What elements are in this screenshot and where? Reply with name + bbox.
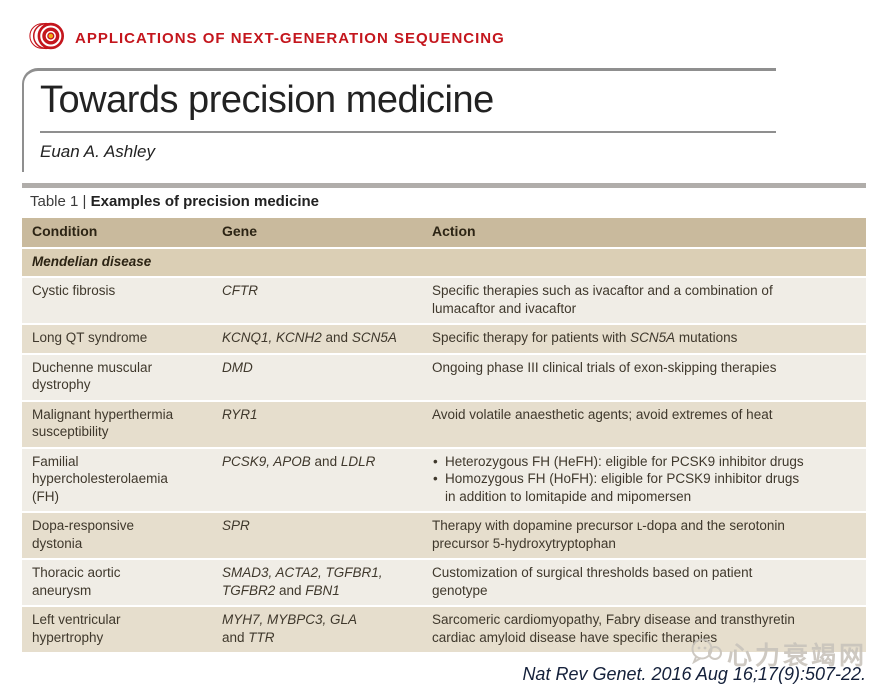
action-cell: Ongoing phase III clinical trials of exo… xyxy=(422,355,866,400)
table-caption-title: Examples of precision medicine xyxy=(90,193,320,210)
table-row: Familial hypercholesterolaemia (FH) PCSK9… xyxy=(22,448,866,513)
condition-cell: Malignant hyperthermia susceptibility xyxy=(32,406,174,440)
action-text: Sarcomeric cardiomyopathy, Fabry disease… xyxy=(432,612,795,645)
article-header-box: Towards precision medicine Euan A. Ashle… xyxy=(22,68,776,172)
citation: Nat Rev Genet. 2016 Aug 16;17(9):507-22. xyxy=(522,664,866,684)
condition-cell: Thoracic aortic aneurysm xyxy=(32,565,121,598)
action-text: Specific therapy for patients with SCN5A… xyxy=(432,330,738,345)
action-bullet-item: Homozygous FH (HoFH): eligible for PCSK9… xyxy=(432,470,856,505)
column-header-action: Action xyxy=(432,223,476,239)
table-row: Long QT syndrome KCNQ1, KCNH2 and SCN5A Sp… xyxy=(22,325,866,355)
action-cell: Avoid volatile anaesthetic agents; avoid… xyxy=(422,402,866,447)
gene-cell: CFTR xyxy=(222,283,258,298)
table-top-rule xyxy=(22,183,866,188)
table-body: Cystic fibrosis CFTR Specific therapies su… xyxy=(22,278,866,654)
action-text: Ongoing phase III clinical trials of exo… xyxy=(432,359,777,375)
table-caption-number: Table 1 | xyxy=(30,193,91,210)
table-row: Dopa-responsive dystonia SPR Therapy with … xyxy=(22,513,866,560)
series-banner: APPLICATIONS OF NEXT-GENERATION SEQUENCI… xyxy=(28,17,505,60)
condition-cell: Familial hypercholesterolaemia (FH) xyxy=(32,453,168,504)
gene-cell: KCNQ1, KCNH2 and SCN5A xyxy=(222,330,397,345)
condition-cell: Dopa-responsive dystonia xyxy=(32,518,135,551)
gene-cell: SMAD3, ACTA2, TGFBR1, TGFBR2 and FBN1 xyxy=(222,565,383,598)
section-header-label: Mendelian disease xyxy=(32,253,152,269)
table-caption: Table 1 | Examples of precision medicine xyxy=(30,193,319,210)
table-row: Malignant hyperthermia susceptibility RYR… xyxy=(22,401,866,449)
action-text: Specific therapies such as ivacaftor and… xyxy=(432,283,773,316)
table-row: Duchenne muscular dystrophy DMD Ongoing ph… xyxy=(22,354,866,402)
gene-cell: PCSK9, APOB and LDLR xyxy=(222,453,376,469)
column-header-gene: Gene xyxy=(222,223,258,239)
series-title: APPLICATIONS OF NEXT-GENERATION SEQUENCI… xyxy=(75,30,505,47)
action-cell: Customization of surgical thresholds bas… xyxy=(422,560,866,605)
precision-medicine-table: Condition Gene Action Mendelian disease … xyxy=(22,218,866,654)
condition-cell: Cystic fibrosis xyxy=(32,283,116,298)
gene-cell: RYR1 xyxy=(222,406,258,422)
column-header-condition: Condition xyxy=(32,223,98,239)
gene-cell: DMD xyxy=(222,359,253,375)
condition-cell: Left ventricular hypertrophy xyxy=(32,612,121,645)
table-section-row: Mendelian disease xyxy=(22,248,866,278)
condition-cell: Long QT syndrome xyxy=(32,330,148,345)
table-header-row: Condition Gene Action xyxy=(22,218,866,249)
action-text: Avoid volatile anaesthetic agents; avoid… xyxy=(432,406,773,422)
title-divider xyxy=(40,131,776,133)
table-row: Left ventricular hypertrophy MYH7, MYBPC3… xyxy=(22,607,866,654)
watermark: 心力衰竭网 xyxy=(690,636,867,672)
chat-bubbles-icon xyxy=(690,638,722,671)
gene-cell: SPR xyxy=(222,518,250,533)
action-bullet-item: Heterozygous FH (HeFH): eligible for PCS… xyxy=(432,453,856,471)
action-cell: Sarcomeric cardiomyopathy, Fabry disease… xyxy=(422,607,866,652)
action-text: Therapy with dopamine precursor ʟ-dopa a… xyxy=(432,518,785,551)
condition-cell: Duchenne muscular dystrophy xyxy=(32,359,153,393)
concentric-rings-icon xyxy=(28,17,66,60)
table-row: Thoracic aortic aneurysm SMAD3, ACTA2, TG… xyxy=(22,560,866,607)
page-title: Towards precision medicine xyxy=(40,79,494,121)
table-row: Cystic fibrosis CFTR Specific therapies su… xyxy=(22,278,866,325)
action-cell: Therapy with dopamine precursor ʟ-dopa a… xyxy=(422,513,866,558)
author-name: Euan A. Ashley xyxy=(40,142,155,161)
action-cell: Specific therapy for patients with SCN5A… xyxy=(422,325,866,353)
gene-cell: MYH7, MYBPC3, GLA and TTR xyxy=(222,612,358,645)
action-text: Customization of surgical thresholds bas… xyxy=(432,565,753,598)
action-cell: Specific therapies such as ivacaftor and… xyxy=(422,278,866,323)
action-cell: Heterozygous FH (HeFH): eligible for PCS… xyxy=(422,449,866,512)
watermark-text: 心力衰竭网 xyxy=(726,642,867,670)
